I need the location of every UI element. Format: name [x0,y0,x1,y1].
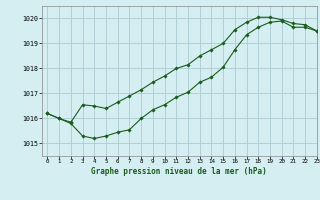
X-axis label: Graphe pression niveau de la mer (hPa): Graphe pression niveau de la mer (hPa) [91,167,267,176]
